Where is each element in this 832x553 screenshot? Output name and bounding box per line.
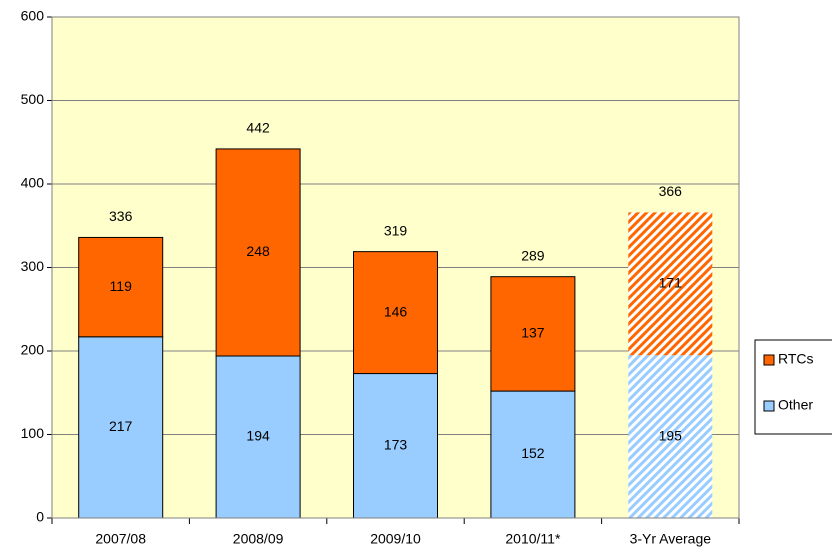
bar-segment: [215, 148, 301, 357]
total-label: 336: [109, 208, 133, 224]
data-label: 119: [110, 278, 133, 294]
y-tick-label: 100: [21, 425, 45, 441]
bar-segment: [215, 355, 301, 519]
data-label: 194: [246, 428, 270, 444]
x-tick-label: 2009/10: [370, 531, 421, 547]
bar-segment: [78, 336, 164, 519]
y-tick-label: 400: [21, 175, 45, 191]
bar-segment: [490, 276, 576, 392]
total-label: 442: [246, 120, 270, 136]
y-tick-label: 300: [21, 258, 45, 274]
bar-segment: [353, 373, 438, 519]
legend-swatch: [763, 354, 775, 366]
legend-label: RTCs: [778, 351, 814, 367]
bar-segment: [628, 355, 713, 518]
x-tick-label: 3-Yr Average: [630, 531, 712, 547]
data-label: 146: [384, 303, 408, 319]
bar-segment: [628, 212, 713, 356]
plot-border: [51, 16, 740, 519]
total-label: 366: [659, 183, 683, 199]
y-tick-label: 500: [21, 91, 45, 107]
data-label: 171: [659, 274, 683, 290]
data-label: 173: [384, 436, 408, 452]
total-label: 319: [384, 222, 408, 238]
data-label: 217: [109, 418, 133, 434]
data-label: 195: [659, 427, 683, 443]
y-tick-label: 600: [21, 8, 45, 24]
data-label: 137: [521, 325, 545, 341]
bar-segment: [353, 251, 438, 375]
x-tick-label: 2007/08: [95, 531, 146, 547]
data-label: 248: [246, 243, 270, 259]
x-tick-label: 2010/11*: [505, 531, 561, 547]
legend-swatch: [763, 400, 775, 412]
total-label: 289: [521, 247, 545, 263]
bar-segment: [78, 236, 164, 338]
y-tick-label: 200: [21, 342, 45, 358]
y-tick-label: 0: [36, 509, 44, 525]
x-tick-label: 2008/09: [233, 531, 284, 547]
data-label: 152: [521, 445, 545, 461]
legend-label: Other: [778, 397, 813, 413]
